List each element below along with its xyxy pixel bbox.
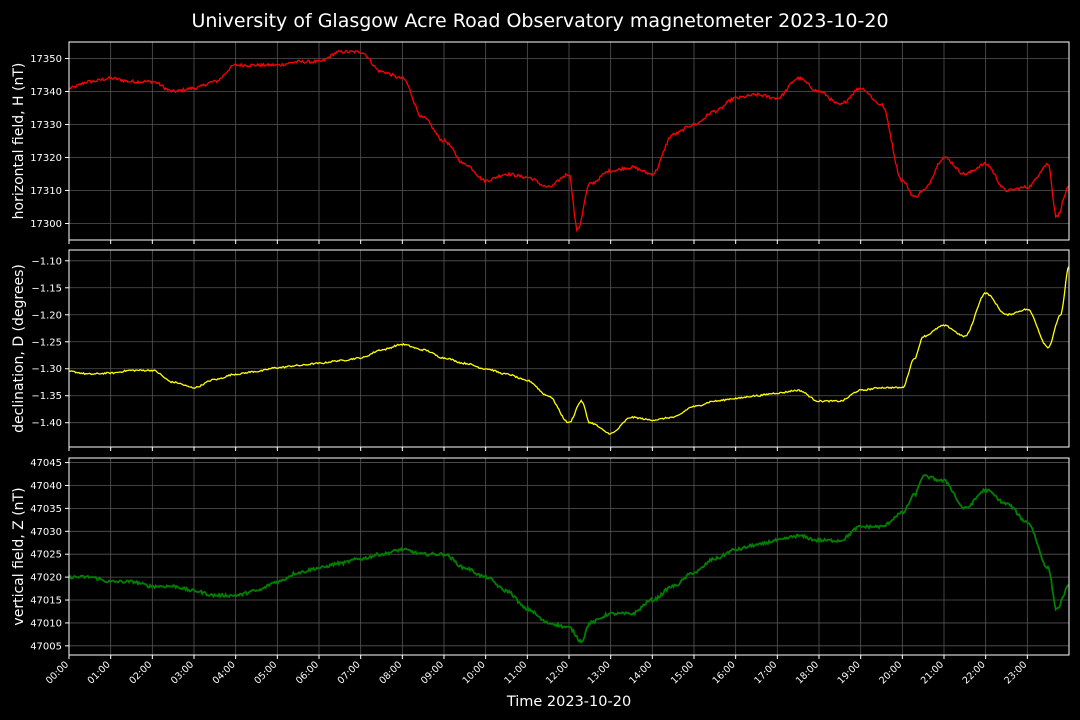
x-tick-label: 21:00: [919, 659, 946, 686]
y-axis-label: horizontal field, H (nT): [11, 63, 27, 220]
y-tick-label: 47030: [30, 527, 62, 538]
series-line-3: [68, 474, 1070, 644]
series-line-2: [68, 266, 1070, 435]
x-tick-label: 18:00: [794, 659, 821, 686]
y-tick-label: −1.10: [31, 256, 62, 267]
x-tick-label: 06:00: [294, 659, 321, 686]
x-tick-label: 19:00: [836, 659, 863, 686]
y-tick-label: −1.20: [31, 310, 62, 321]
y-tick-label: 17330: [30, 120, 62, 131]
x-tick-label: 20:00: [877, 659, 904, 686]
chart-title: University of Glasgow Acre Road Observat…: [191, 10, 889, 32]
x-tick-label: 00:00: [44, 659, 71, 686]
x-tick-label: 02:00: [127, 659, 154, 686]
axes-frame: [68, 41, 1070, 241]
y-tick-label: 17350: [30, 54, 62, 65]
x-tick-label: 05:00: [252, 659, 279, 686]
y-tick-label: −1.35: [31, 391, 62, 402]
axes-frame: [68, 249, 1070, 448]
x-tick-label: 04:00: [211, 659, 238, 686]
x-tick-label: 22:00: [961, 659, 988, 686]
panel-3: 47005 47010 47015 47020 47025 47030 47035 47040…: [11, 457, 1070, 659]
series-line-1: [68, 49, 1070, 233]
x-axis-label: Time 2023-10-20: [506, 694, 631, 710]
y-tick-label: 47045: [30, 458, 62, 469]
y-tick-label: 47010: [30, 618, 62, 629]
x-tick-label: 13:00: [586, 659, 613, 686]
y-axis-label: declination, D (degrees): [11, 264, 27, 433]
x-tick-label: 15:00: [669, 659, 696, 686]
x-tick-label: 16:00: [711, 659, 738, 686]
panel-1: 17300 17310 17320 17330 17340 17350horizontal…: [11, 41, 1070, 244]
y-axis-label: vertical field, Z (nT): [11, 487, 27, 625]
panel-2: −1.40 −1.35 −1.30 −1.25 −1.20 −1.15 −1.10 decli…: [11, 249, 1070, 451]
x-tick-label: 08:00: [377, 659, 404, 686]
y-tick-label: 47025: [30, 550, 62, 561]
x-tick-label: 09:00: [419, 659, 446, 686]
x-tick-label: 14:00: [627, 659, 654, 686]
y-tick-label: 47035: [30, 504, 62, 515]
x-tick-label: 07:00: [336, 659, 363, 686]
y-tick-label: 47005: [30, 641, 62, 652]
x-tick-label: 12:00: [544, 659, 571, 686]
axes-frame: [68, 457, 1070, 656]
x-tick-label: 10:00: [461, 659, 488, 686]
x-tick-label: 11:00: [502, 659, 529, 686]
y-tick-label: −1.15: [31, 283, 62, 294]
x-tick-label: 17:00: [752, 659, 779, 686]
y-tick-label: 47020: [30, 573, 62, 584]
y-tick-label: 17310: [30, 186, 62, 197]
y-tick-label: 47040: [30, 481, 62, 492]
y-tick-label: 17320: [30, 153, 62, 164]
x-tick-label: 01:00: [86, 659, 113, 686]
y-tick-label: −1.40: [31, 418, 62, 429]
x-tick-label: 23:00: [1002, 659, 1029, 686]
y-tick-label: 17300: [30, 219, 62, 230]
y-tick-label: 17340: [30, 87, 62, 98]
y-tick-label: −1.25: [31, 337, 62, 348]
y-tick-label: −1.30: [31, 364, 62, 375]
x-tick-label: 03:00: [169, 659, 196, 686]
y-tick-label: 47015: [30, 596, 62, 607]
